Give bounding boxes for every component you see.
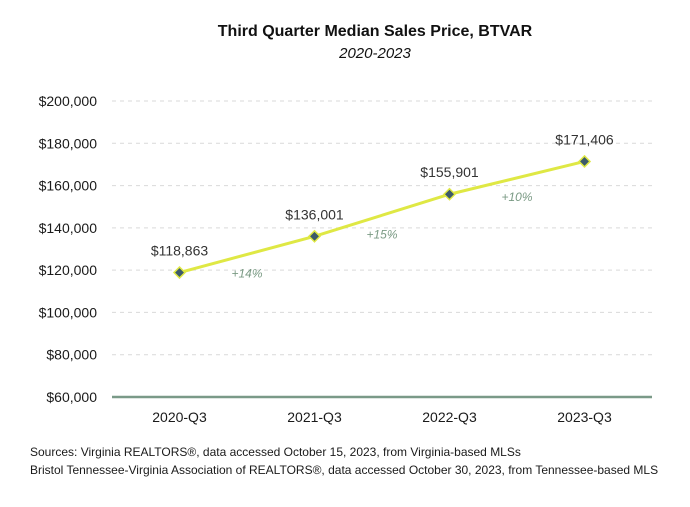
x-axis-tick-labels: 2020-Q3 2021-Q3 2022-Q3 2023-Q3 <box>152 409 612 425</box>
y-tick-label: $60,000 <box>46 389 97 405</box>
data-point-marker <box>577 154 592 169</box>
y-tick-label: $80,000 <box>46 347 97 363</box>
sources-note: Sources: Virginia REALTORS®, data access… <box>30 443 658 479</box>
sources-line-1: Sources: Virginia REALTORS®, data access… <box>30 445 521 459</box>
y-tick-label: $160,000 <box>39 178 98 194</box>
growth-labels: +14% +15% +10% <box>231 190 532 281</box>
chart-subtitle: 2020-2023 <box>338 45 411 62</box>
x-tick-label: 2021-Q3 <box>287 409 342 425</box>
sources-line-2: Bristol Tennessee-Virginia Association o… <box>30 463 659 477</box>
growth-label: +15% <box>366 227 397 241</box>
data-labels: $118,863 $136,001 $155,901 $171,406 <box>151 131 614 258</box>
y-axis-tick-labels: $60,000 $80,000 $100,000 $120,000 $140,000 $1… <box>39 93 98 405</box>
data-label: $118,863 <box>151 243 209 259</box>
line-chart: Third Quarter Median Sales Price, BTVAR … <box>39 23 652 425</box>
data-label: $171,406 <box>555 131 614 147</box>
y-tick-label: $200,000 <box>39 93 98 109</box>
y-tick-label: $140,000 <box>39 220 98 236</box>
series-line <box>179 159 585 274</box>
data-point-marker <box>307 229 322 243</box>
data-point-marker <box>172 265 187 280</box>
gridlines <box>112 100 652 356</box>
y-tick-label: $180,000 <box>39 135 98 151</box>
data-point-marker <box>442 187 457 201</box>
growth-label: +14% <box>231 266 262 280</box>
data-label: $155,901 <box>420 164 479 180</box>
series-price <box>172 154 592 280</box>
growth-label: +10% <box>501 190 532 204</box>
x-tick-label: 2020-Q3 <box>152 409 207 425</box>
x-tick-label: 2023-Q3 <box>557 409 612 425</box>
data-label: $136,001 <box>285 206 344 222</box>
y-tick-label: $100,000 <box>39 304 98 320</box>
chart-title: Third Quarter Median Sales Price, BTVAR <box>218 23 533 40</box>
y-tick-label: $120,000 <box>39 262 98 278</box>
x-tick-label: 2022-Q3 <box>422 409 477 425</box>
